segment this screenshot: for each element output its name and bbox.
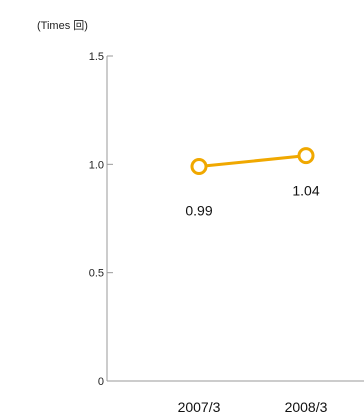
y-unit-label: (Times 回) [37,19,88,32]
axes [106,56,364,382]
data-label: 1.04 [292,183,319,199]
data-label: 0.99 [185,203,212,219]
y-tick-label: 1.5 [89,51,104,63]
series [190,147,315,175]
data-point-marker [190,158,208,175]
data-point-marker [297,147,315,165]
series-line [198,154,307,168]
y-ticks: 0 0.5 1.0 1.5 [89,51,113,388]
x-category-label: 2007/3 [178,399,221,415]
y-tick-label: 0 [98,376,104,388]
data-labels: 0.99 1.04 [185,183,319,219]
y-tick-label: 0.5 [89,268,104,280]
x-category-label: 2008/3 [285,399,328,415]
x-categories: 2007/3 2008/3 [178,399,328,415]
y-tick-label: 1.0 [89,159,104,171]
